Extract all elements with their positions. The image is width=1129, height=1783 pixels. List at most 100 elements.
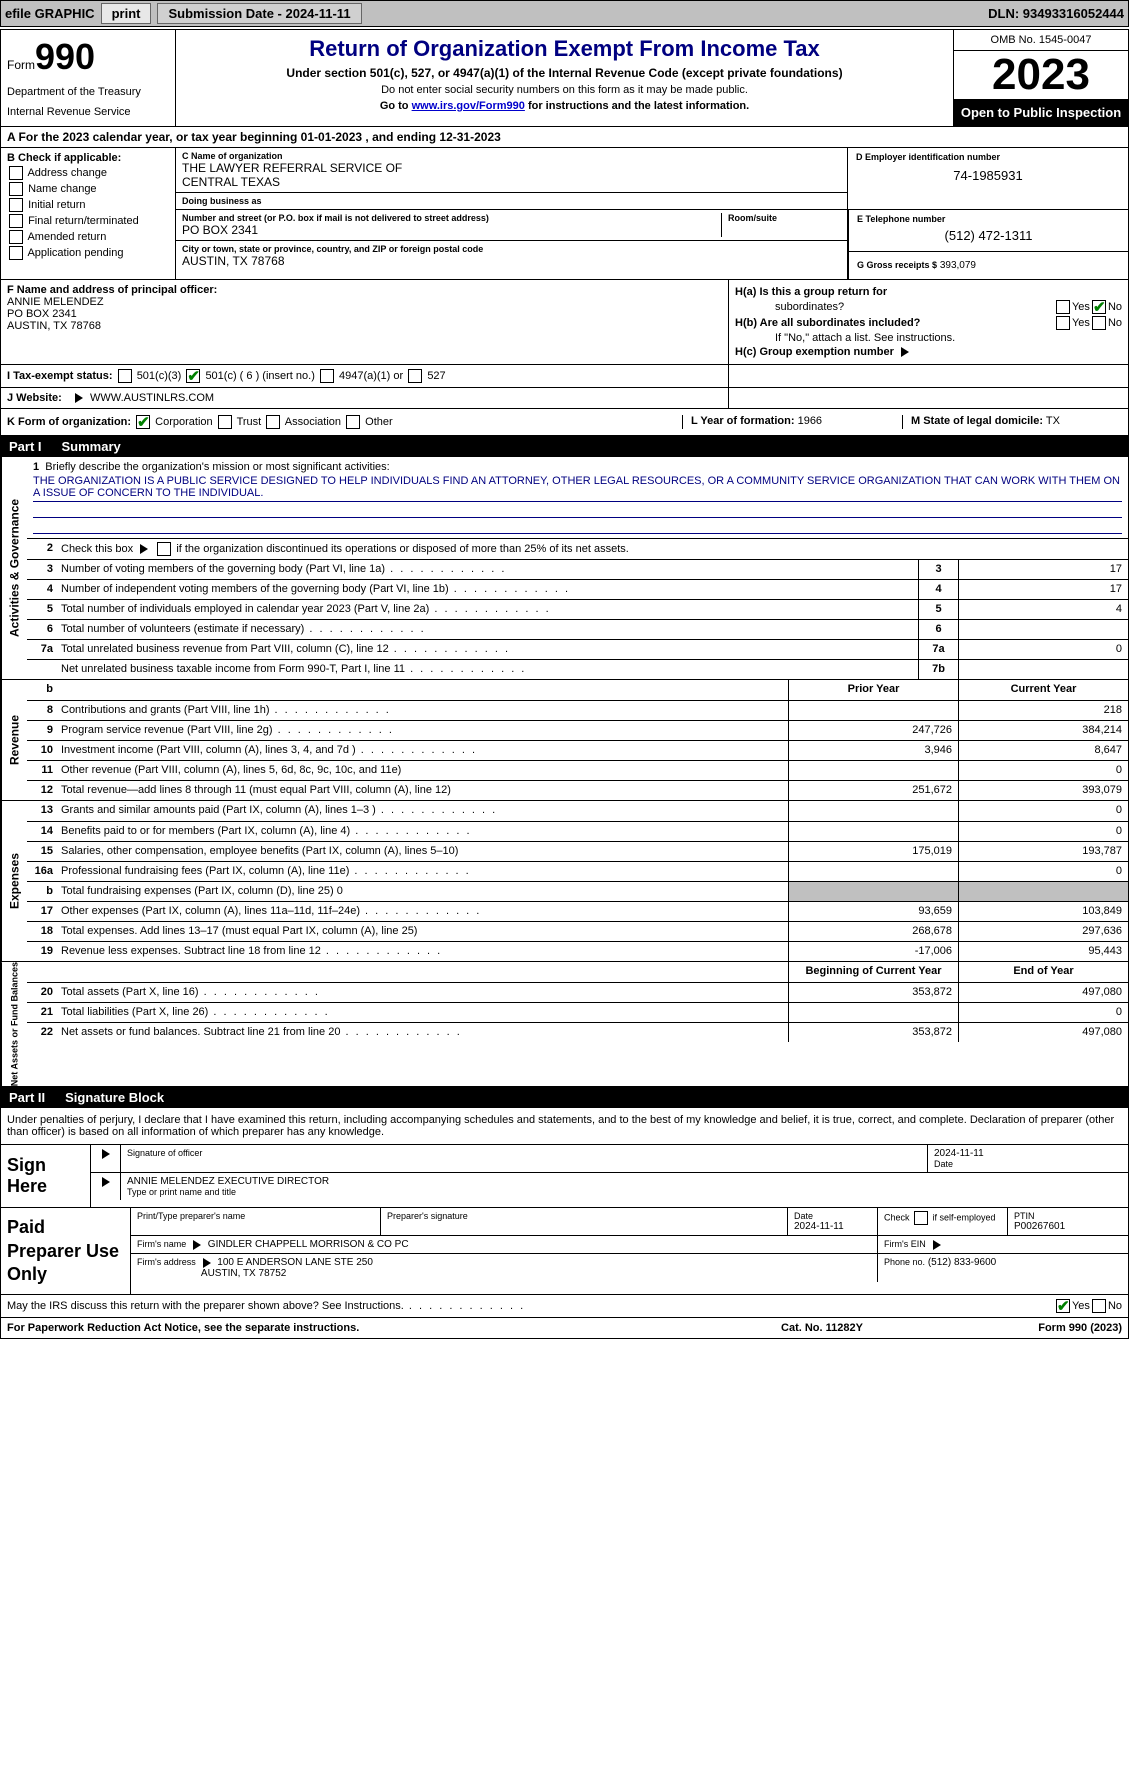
tab-revenue: Revenue xyxy=(1,680,27,800)
form-no: Form 990 (2023) xyxy=(922,1322,1122,1334)
val-7b xyxy=(958,660,1128,679)
val-6 xyxy=(958,620,1128,639)
cb-assoc[interactable] xyxy=(266,415,280,429)
cb-other[interactable] xyxy=(346,415,360,429)
part2-header: Part II Signature Block xyxy=(1,1087,1128,1108)
tax-period: A For the 2023 calendar year, or tax yea… xyxy=(1,127,1128,148)
firm-addr2: AUSTIN, TX 78752 xyxy=(201,1268,286,1279)
c15: 193,787 xyxy=(958,842,1128,861)
val-7a: 0 xyxy=(958,640,1128,659)
cb-hb-no[interactable] xyxy=(1092,316,1106,330)
c16b xyxy=(958,882,1128,901)
p13 xyxy=(788,801,958,821)
website: WWW.AUSTINLRS.COM xyxy=(90,392,214,404)
org-name-2: CENTRAL TEXAS xyxy=(182,175,841,189)
paid-preparer: Paid Preparer Use Only Print/Type prepar… xyxy=(1,1208,1128,1295)
tab-netassets: Net Assets or Fund Balances xyxy=(1,962,27,1086)
row-j: J Website: WWW.AUSTINLRS.COM xyxy=(1,388,1128,409)
prep-date: 2024-11-11 xyxy=(794,1221,871,1232)
p17: 93,659 xyxy=(788,902,958,921)
p9: 247,726 xyxy=(788,721,958,740)
arrow-icon xyxy=(203,1258,211,1268)
cb-ha-yes[interactable] xyxy=(1056,300,1070,314)
cb-501c3[interactable] xyxy=(118,369,132,383)
year-formation: 1966 xyxy=(798,415,822,427)
public-inspection: Open to Public Inspection xyxy=(954,99,1128,126)
dept-treasury: Department of the Treasury xyxy=(7,78,169,98)
val-5: 4 xyxy=(958,600,1128,619)
ein: 74-1985931 xyxy=(856,162,1120,189)
p21 xyxy=(788,1003,958,1022)
topbar: efile GRAPHIC print Submission Date - 20… xyxy=(0,0,1129,27)
cb-line2[interactable] xyxy=(157,542,171,556)
submission-date: Submission Date - 2024-11-11 xyxy=(157,3,361,24)
box-c: C Name of organization THE LAWYER REFERR… xyxy=(176,148,1128,279)
form-footer: For Paperwork Reduction Act Notice, see … xyxy=(1,1318,1128,1338)
cb-amended[interactable] xyxy=(9,230,23,244)
officer-addr1: PO BOX 2341 xyxy=(7,308,722,320)
firm-name: GINDLER CHAPPELL MORRISON & CO PC xyxy=(208,1239,409,1250)
form-header: Form990 Department of the Treasury Inter… xyxy=(1,30,1128,127)
arrow-icon xyxy=(193,1240,201,1250)
p16a xyxy=(788,862,958,881)
c18: 297,636 xyxy=(958,922,1128,941)
p8 xyxy=(788,701,958,720)
cb-final-return[interactable] xyxy=(9,214,23,228)
c11: 0 xyxy=(958,761,1128,780)
expenses-section: Expenses 13Grants and similar amounts pa… xyxy=(1,801,1128,962)
revenue-section: Revenue bPrior YearCurrent Year 8Contrib… xyxy=(1,680,1128,801)
section-bcd: B Check if applicable: Address change Na… xyxy=(1,148,1128,280)
cb-corp[interactable] xyxy=(136,415,150,429)
dln-label: DLN: 93493316052444 xyxy=(988,6,1124,21)
instructions-link: Go to www.irs.gov/Form990 for instructio… xyxy=(182,100,947,112)
c13: 0 xyxy=(958,801,1128,821)
print-button[interactable]: print xyxy=(101,3,152,24)
p11 xyxy=(788,761,958,780)
cb-discuss-no[interactable] xyxy=(1092,1299,1106,1313)
c10: 8,647 xyxy=(958,741,1128,760)
row-klm: K Form of organization: Corporation Trus… xyxy=(1,409,1128,436)
org-name-1: THE LAWYER REFERRAL SERVICE OF xyxy=(182,161,841,175)
cb-4947[interactable] xyxy=(320,369,334,383)
efile-label: efile GRAPHIC xyxy=(5,6,95,21)
city-state-zip: AUSTIN, TX 78768 xyxy=(182,254,841,268)
gross-receipts: 393,079 xyxy=(940,260,976,271)
p10: 3,946 xyxy=(788,741,958,760)
cb-initial-return[interactable] xyxy=(9,198,23,212)
row-i: I Tax-exempt status: 501(c)(3) 501(c) ( … xyxy=(1,365,1128,388)
tax-year: 2023 xyxy=(954,51,1128,99)
p16b xyxy=(788,882,958,901)
arrow-icon xyxy=(901,347,909,357)
discuss-row: May the IRS discuss this return with the… xyxy=(1,1295,1128,1318)
cb-discuss-yes[interactable] xyxy=(1056,1299,1070,1313)
irs-link[interactable]: www.irs.gov/Form990 xyxy=(412,100,525,112)
cb-hb-yes[interactable] xyxy=(1056,316,1070,330)
form-990: Form990 Department of the Treasury Inter… xyxy=(0,29,1129,1339)
officer-addr2: AUSTIN, TX 78768 xyxy=(7,320,722,332)
cat-no: Cat. No. 11282Y xyxy=(722,1322,922,1334)
p18: 268,678 xyxy=(788,922,958,941)
cb-application-pending[interactable] xyxy=(9,246,23,260)
p15: 175,019 xyxy=(788,842,958,861)
cb-name-change[interactable] xyxy=(9,182,23,196)
arrow-icon xyxy=(933,1240,941,1250)
firm-addr1: 100 E ANDERSON LANE STE 250 xyxy=(217,1257,373,1268)
cb-self-employed[interactable] xyxy=(914,1211,928,1225)
p14 xyxy=(788,822,958,841)
p12: 251,672 xyxy=(788,781,958,800)
cb-address-change[interactable] xyxy=(9,166,23,180)
activities-governance: Activities & Governance 1 Briefly descri… xyxy=(1,457,1128,680)
cb-trust[interactable] xyxy=(218,415,232,429)
c20: 497,080 xyxy=(958,983,1128,1002)
officer-name: ANNIE MELENDEZ xyxy=(7,296,722,308)
phone: (512) 472-1311 xyxy=(857,224,1120,247)
tab-activities: Activities & Governance xyxy=(1,457,27,679)
cb-527[interactable] xyxy=(408,369,422,383)
ssn-note: Do not enter social security numbers on … xyxy=(182,84,947,96)
c9: 384,214 xyxy=(958,721,1128,740)
arrow-icon xyxy=(102,1177,110,1187)
cb-501c[interactable] xyxy=(186,369,200,383)
netassets-section: Net Assets or Fund Balances Beginning of… xyxy=(1,962,1128,1087)
cb-ha-no[interactable] xyxy=(1092,300,1106,314)
c22: 497,080 xyxy=(958,1023,1128,1042)
